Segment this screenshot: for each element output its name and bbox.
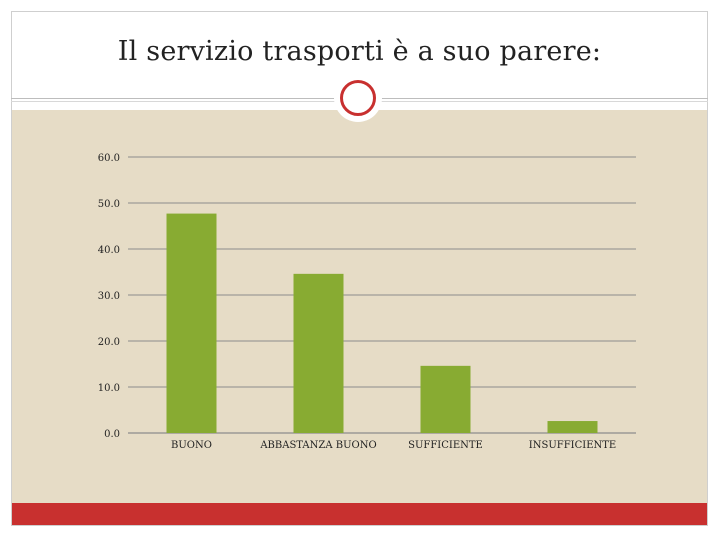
chart-panel: [12, 110, 707, 503]
bar-sufficiente: [420, 365, 471, 433]
slide-frame: [11, 11, 708, 526]
category-labels: BUONO ABBASTANZA BUONO SUFFICIENTE INSUFFIC…: [171, 440, 616, 451]
bar-buono: [166, 213, 217, 433]
y-tick-label: 20.0: [98, 337, 120, 348]
page-title: Il servizio trasporti è a suo parere:: [117, 36, 602, 67]
y-tick-labels: 0.0 10.0 20.0 30.0 40.0 50.0 60.0: [98, 153, 120, 440]
category-label: SUFFICIENTE: [408, 440, 483, 451]
y-tick-label: 60.0: [98, 153, 120, 164]
bar-insufficiente: [547, 421, 598, 433]
y-tick-label: 10.0: [98, 383, 120, 394]
y-tick-label: 30.0: [98, 291, 120, 302]
y-tick-label: 50.0: [98, 199, 120, 210]
category-label: ABBASTANZA BUONO: [259, 440, 376, 451]
category-label: INSUFFICIENTE: [529, 440, 616, 451]
bars: [166, 213, 598, 433]
footer-bar: [12, 503, 707, 525]
category-label: BUONO: [171, 440, 212, 451]
circle-ring-icon: [340, 80, 376, 116]
bar-abbastanza-buono: [293, 273, 344, 433]
y-tick-label: 0.0: [104, 429, 120, 440]
y-tick-label: 40.0: [98, 245, 120, 256]
